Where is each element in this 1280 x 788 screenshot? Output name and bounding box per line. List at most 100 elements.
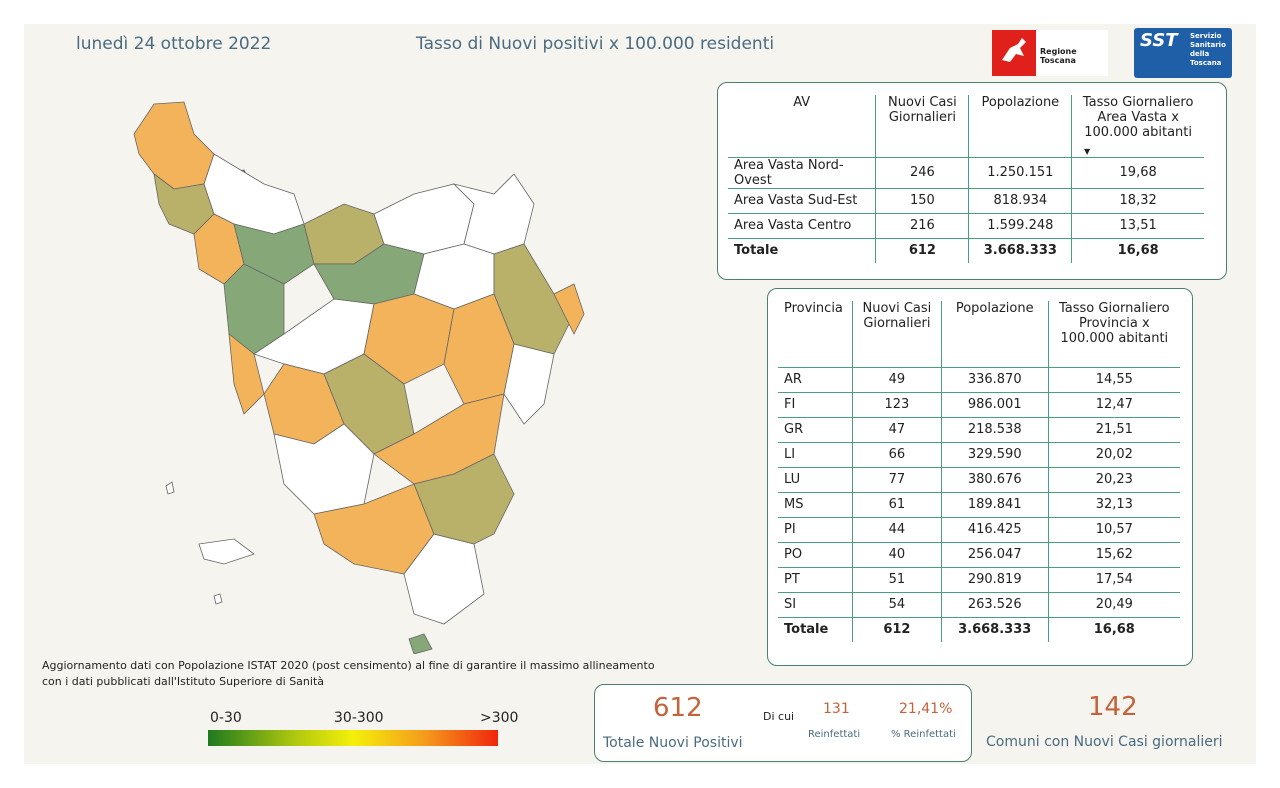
data-update-note: Aggiornamento dati con Popolazione ISTAT…	[42, 659, 655, 688]
table-cell: 612	[875, 237, 969, 263]
total-new-positives-value: 612	[653, 693, 703, 723]
table-row: GR 47 218.538 21,51	[778, 416, 1180, 442]
legend-label-high: >300	[480, 710, 519, 726]
table-cell: 218.538	[940, 416, 1049, 442]
table-cell: 13,51	[1071, 212, 1204, 238]
av-header-col-1: AV	[793, 95, 811, 110]
table-cell: 16,68	[1071, 237, 1204, 263]
table-row: LI 66 329.590 20,02	[778, 441, 1180, 467]
table-cell: 18,32	[1071, 187, 1204, 213]
table-cell: 47	[851, 416, 942, 442]
kpi-card: 612 Totale Nuovi Positivi Di cui 131 Rei…	[594, 684, 972, 762]
table-cell: 66	[851, 441, 942, 467]
table-cell: 416.425	[940, 516, 1049, 542]
reinfected-pct-label: % Reinfettati	[891, 729, 956, 740]
map-region-elba	[198, 538, 255, 565]
table-cell: Totale	[728, 237, 876, 263]
av-header-col-2: Nuovi Casi Giornalieri	[875, 95, 969, 157]
table-row: MS 61 189.841 32,13	[778, 491, 1180, 517]
table-row: PT 51 290.819 17,54	[778, 566, 1180, 592]
table-cell: AR	[778, 366, 853, 392]
table-cell: 61	[851, 491, 942, 517]
table-cell: MS	[778, 491, 853, 517]
tuscany-municipalities-map	[133, 101, 585, 654]
table-total-row: Totale 612 3.668.333 16,68	[778, 616, 1180, 642]
prov-header-col-3: Popolazione	[940, 301, 1049, 367]
table-cell: 77	[851, 466, 942, 492]
map-region-pianosa	[213, 593, 223, 605]
sst-logo-text: SST	[1140, 30, 1178, 51]
av-header-col-4-label: Tasso Giornaliero Area Vasta x 100.000 a…	[1082, 95, 1194, 140]
table-cell: 12,47	[1047, 391, 1180, 417]
table-cell: Area Vasta Sud-Est	[728, 187, 876, 213]
table-cell: GR	[778, 416, 853, 442]
table-row: Area Vasta Sud-Est 150 818.934 18,32	[728, 187, 1204, 213]
table-cell: 256.047	[940, 541, 1049, 567]
table-row: AR 49 336.870 14,55	[778, 366, 1180, 392]
pegasus-flag-icon	[992, 30, 1036, 76]
area-vasta-table: AV Nuovi Casi Giornalieri Popolazione Ta…	[728, 95, 1204, 263]
sst-logo: SST Servizio Sanitario della Toscana	[1134, 28, 1232, 78]
map-region-pitigliano	[413, 453, 515, 545]
map-region-sansepolcro	[553, 283, 585, 335]
table-cell: PO	[778, 541, 853, 567]
table-cell: 1.250.151	[968, 156, 1072, 188]
table-cell: 1.599.248	[968, 212, 1072, 238]
reinfected-pct-value: 21,41%	[899, 701, 953, 717]
table-cell: 986.001	[940, 391, 1049, 417]
av-header-col-3: Popolazione	[968, 95, 1072, 157]
table-cell: 3.668.333	[940, 616, 1049, 642]
table-cell: 246	[875, 156, 969, 188]
table-cell: 216	[875, 212, 969, 238]
table-cell: Area Vasta Centro	[728, 212, 876, 238]
table-cell: 3.668.333	[968, 237, 1072, 263]
table-cell: 123	[851, 391, 942, 417]
table-cell: 818.934	[968, 187, 1072, 213]
di-cui-label: Di cui	[763, 710, 795, 723]
dashboard-canvas: lunedì 24 ottobre 2022 Tasso di Nuovi po…	[24, 24, 1256, 764]
table-cell: FI	[778, 391, 853, 417]
map-region-argentario	[408, 633, 433, 654]
table-row: Area Vasta Nord-Ovest 246 1.250.151 19,6…	[728, 156, 1204, 188]
sort-desc-icon[interactable]: ▼	[1084, 147, 1091, 156]
map-region-massa-carrara	[133, 101, 215, 190]
table-cell: 189.841	[940, 491, 1049, 517]
map-region-livorno	[228, 333, 265, 415]
map-region-cortona	[503, 343, 555, 425]
table-cell: 54	[851, 591, 942, 617]
report-date: lunedì 24 ottobre 2022	[76, 34, 272, 54]
table-row: LU 77 380.676 20,23	[778, 466, 1180, 492]
legend-color-scale	[208, 730, 498, 746]
table-cell: 32,13	[1047, 491, 1180, 517]
regione-toscana-logo: Regione Toscana	[992, 30, 1108, 76]
table-cell: 14,55	[1047, 366, 1180, 392]
sst-logo-subtitle: Servizio Sanitario della Toscana	[1190, 32, 1226, 67]
table-cell: 16,68	[1047, 616, 1180, 642]
table-cell: 40	[851, 541, 942, 567]
table-cell: PI	[778, 516, 853, 542]
table-cell: 20,49	[1047, 591, 1180, 617]
table-cell: 329.590	[940, 441, 1049, 467]
table-row: SI 54 263.526 20,49	[778, 591, 1180, 617]
municipalities-label: Comuni con Nuovi Casi giornalieri	[986, 734, 1223, 750]
table-cell: 263.526	[940, 591, 1049, 617]
prov-header-col-1: Provincia	[784, 301, 843, 316]
table-row: PO 40 256.047 15,62	[778, 541, 1180, 567]
table-cell: 380.676	[940, 466, 1049, 492]
regione-toscana-text: Regione Toscana	[1040, 47, 1077, 65]
table-cell: 290.819	[940, 566, 1049, 592]
map-region-maremma-north	[273, 423, 375, 515]
provincia-table: Provincia Nuovi Casi Giornalieri Popolaz…	[778, 301, 1180, 642]
provincia-card: Provincia Nuovi Casi Giornalieri Popolaz…	[767, 288, 1193, 666]
table-cell: 49	[851, 366, 942, 392]
table-cell: 336.870	[940, 366, 1049, 392]
table-cell: 20,02	[1047, 441, 1180, 467]
total-new-positives-label: Totale Nuovi Positivi	[603, 735, 743, 751]
legend-label-mid: 30-300	[334, 710, 384, 726]
table-cell: Totale	[778, 616, 853, 642]
reinfected-label: Reinfettati	[808, 729, 861, 740]
municipalities-value: 142	[1088, 692, 1138, 722]
table-row: Area Vasta Centro 216 1.599.248 13,51	[728, 212, 1204, 238]
table-cell: 19,68	[1071, 156, 1204, 188]
table-cell: LU	[778, 466, 853, 492]
